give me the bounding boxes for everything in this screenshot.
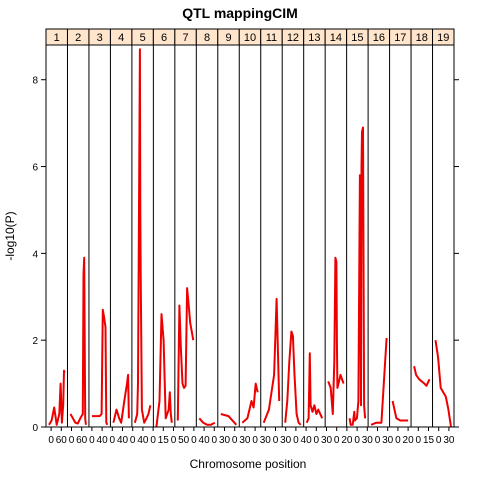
series-line-chr-11 — [262, 297, 281, 424]
series-line-chr-3 — [91, 308, 109, 426]
strip-label: 19 — [437, 32, 449, 44]
chart-title: QTL mappingCIM — [182, 5, 298, 21]
x-tick-label: 0 — [252, 435, 258, 446]
x-tick-label: 50 — [178, 435, 190, 446]
strip-label: 2 — [75, 32, 81, 44]
x-tick-label: 40 — [117, 435, 129, 446]
strip-label: 12 — [287, 32, 299, 44]
series-line-chr-10 — [241, 382, 259, 424]
x-tick-label: 0 — [273, 435, 279, 446]
x-tick-label: 15 — [158, 435, 170, 446]
x-tick-label: 0 — [69, 435, 75, 446]
y-tick-label: 0 — [32, 423, 38, 434]
x-tick-label: 0 — [416, 435, 422, 446]
strip-label: 5 — [140, 32, 146, 44]
strip-label: 18 — [416, 32, 428, 44]
x-tick-label: 30 — [382, 435, 394, 446]
x-tick-label: 30 — [219, 435, 231, 446]
x-tick-label: 0 — [171, 435, 177, 446]
x-tick-label: 15 — [423, 435, 435, 446]
series-line-chr-9 — [220, 413, 238, 426]
x-tick-label: 30 — [280, 435, 292, 446]
x-tick-label: 30 — [362, 435, 374, 446]
x-tick-label: 0 — [436, 435, 442, 446]
y-tick-label: 2 — [32, 336, 38, 347]
x-tick-label: 20 — [341, 435, 353, 446]
strip-label: 7 — [183, 32, 189, 44]
series-line-chr-13 — [305, 352, 324, 424]
x-tick-label: 0 — [130, 435, 136, 446]
x-tick-label: 30 — [443, 435, 455, 446]
series-line-chr-12 — [284, 330, 302, 426]
y-tick-label: 6 — [32, 163, 38, 174]
x-tick-label: 0 — [314, 435, 320, 446]
strip-label: 6 — [161, 32, 167, 44]
x-tick-label: 30 — [321, 435, 333, 446]
x-tick-label: 0 — [150, 435, 156, 446]
strip-label: 3 — [97, 32, 103, 44]
series-line-chr-18 — [413, 365, 431, 387]
y-axis: 0 2 4 6 8 — [32, 76, 459, 434]
x-tick-label: 30 — [239, 435, 251, 446]
x-tick-label: 0 — [293, 435, 299, 446]
series-line-chr-17 — [391, 400, 409, 422]
strip-label: 17 — [394, 32, 406, 44]
series-line-chr-14 — [327, 256, 345, 415]
x-axis-label: Chromosome position — [190, 457, 307, 471]
x-tick-label: 0 — [110, 435, 116, 446]
x-tick-label: 30 — [260, 435, 272, 446]
x-tick-label: 0 — [48, 435, 54, 446]
x-tick-label: 20 — [403, 435, 415, 446]
x-tick-label: 0 — [375, 435, 381, 446]
series-line-chr-7 — [176, 287, 195, 421]
x-tick-label: 60 — [56, 435, 68, 446]
x-tick-label: 0 — [89, 435, 95, 446]
x-tick-label: 40 — [97, 435, 109, 446]
strip-label: 8 — [204, 32, 210, 44]
strip-label: 4 — [118, 32, 124, 44]
strip-label: 10 — [244, 32, 256, 44]
series-line-chr-15 — [348, 126, 367, 426]
series-line-chr-8 — [198, 417, 216, 426]
strip-label: 11 — [266, 32, 277, 44]
strip-label: 16 — [373, 32, 385, 44]
series-line-chr-4 — [112, 373, 130, 424]
strip-label: 15 — [351, 32, 363, 44]
x-tick-label: 60 — [76, 435, 88, 446]
x-tick-label: 40 — [301, 435, 313, 446]
x-tick-label: 40 — [137, 435, 149, 446]
chromosome-panels — [45, 45, 452, 428]
y-axis-label: -log10(P) — [3, 211, 17, 260]
x-tick-label: 0 — [191, 435, 197, 446]
strip-label: 9 — [225, 32, 231, 44]
strip-label: 14 — [330, 32, 342, 44]
series-line-chr-5 — [133, 48, 152, 424]
x-tick-label: 0 — [212, 435, 218, 446]
x-tick-label: 0 — [334, 435, 340, 446]
series-line-chr-19 — [434, 340, 452, 428]
y-tick-label: 4 — [32, 249, 38, 260]
strip-label: 13 — [308, 32, 320, 44]
x-tick-label: 0 — [395, 435, 401, 446]
chromosome-strips: 1 2 3 4 5 6 7 8 9 10 11 12 13 14 15 16 17 18 19 — [45, 28, 455, 46]
plot-frame — [45, 44, 455, 428]
series-line-chr-2 — [69, 256, 87, 425]
series-line-chr-6 — [155, 313, 173, 428]
x-tick-label: 0 — [232, 435, 238, 446]
series-line-chr-16 — [370, 337, 388, 426]
series-line-chr-1 — [48, 369, 66, 426]
x-tick-label: 0 — [354, 435, 360, 446]
strip-label: 1 — [54, 32, 60, 44]
x-tick-label: 40 — [199, 435, 211, 446]
y-tick-label: 8 — [32, 76, 38, 87]
x-axis: 0 60 0 60 0 40 0 40 0 40 0 15 0 50 0 40 0 30 0 30 0 30 0 30 0 40 0… — [48, 427, 455, 446]
